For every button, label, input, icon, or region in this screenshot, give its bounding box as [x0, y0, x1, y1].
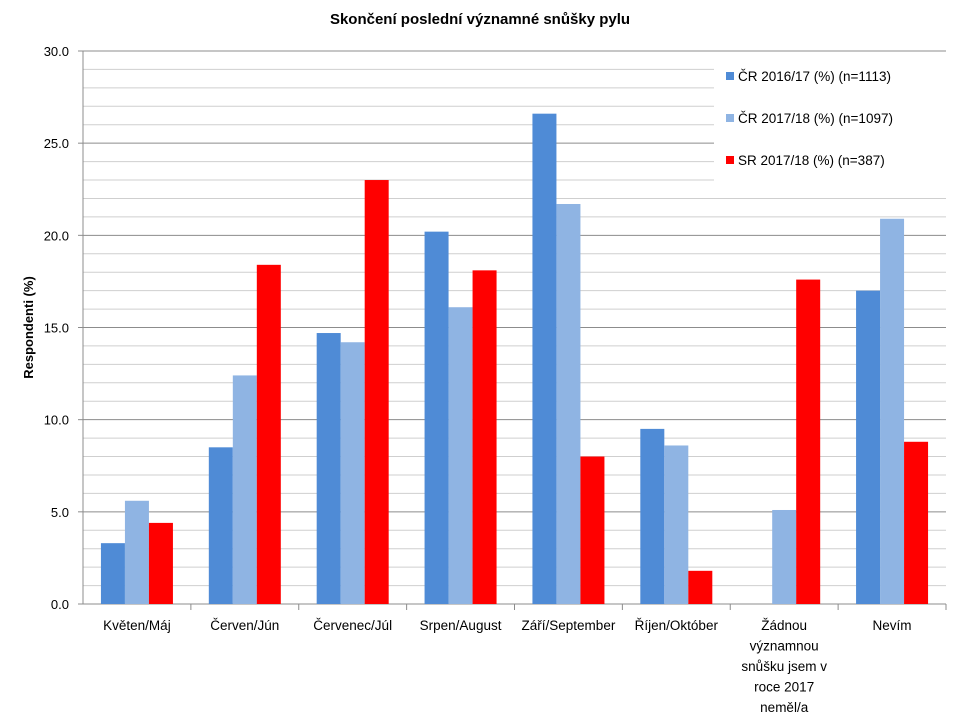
x-tick-label: Říjen/Október: [635, 618, 719, 633]
bar: [148, 522, 173, 604]
bar: [904, 441, 929, 604]
y-tick-label: 10.0: [44, 413, 69, 428]
bar: [472, 270, 497, 604]
bar: [448, 307, 473, 604]
bars: [100, 113, 929, 605]
bar: [232, 375, 257, 604]
x-tick-label: Červen/Jún: [210, 618, 279, 633]
bar: [100, 543, 125, 604]
bar: [796, 279, 821, 604]
x-tick-label: Nevím: [873, 618, 912, 633]
legend-swatch: [726, 156, 734, 164]
y-tick-label: 15.0: [44, 321, 69, 336]
bar: [124, 500, 149, 604]
y-tick-label: 25.0: [44, 136, 69, 151]
bar: [580, 456, 605, 604]
bar: [664, 445, 689, 604]
x-tick-label: Květen/Máj: [103, 618, 171, 633]
bar: [208, 447, 233, 604]
bar: [364, 180, 389, 605]
x-tick-label: Září/September: [522, 618, 616, 633]
y-tick-label: 0.0: [51, 597, 69, 612]
bar: [880, 218, 905, 604]
bar: [532, 113, 557, 604]
legend-swatch: [726, 72, 734, 80]
y-tick-label: 30.0: [44, 44, 69, 59]
legend-entry: SR 2017/18 (%) (n=387): [738, 153, 885, 168]
bar: [256, 264, 281, 604]
y-tick-label: 20.0: [44, 228, 69, 243]
bar: [856, 290, 881, 604]
bar: [340, 342, 365, 604]
axis-labels: 0.0 5.0 10.0 15.0 20.0 25.0 30.0 Respondenti (%…: [21, 44, 912, 715]
bar: [424, 231, 449, 604]
bar: [556, 203, 581, 604]
x-tick-label: Žádnou významnou snůšku jsem v roce 2017 nem…: [741, 618, 827, 715]
legend: ČR 2016/17 (%) (n=1113) ČR 2017/18 (%) (n…: [714, 60, 946, 184]
legend-swatch: [726, 114, 734, 122]
bar: [640, 428, 665, 604]
y-axis-title: Respondenti (%): [21, 276, 36, 379]
y-tick-label: 5.0: [51, 505, 69, 520]
bar: [772, 509, 797, 604]
chart-title: Skončení poslední významné snůšky pylu: [329, 11, 631, 28]
legend-entry: ČR 2016/17 (%) (n=1113): [738, 69, 891, 84]
x-tick-label: Srpen/August: [420, 618, 502, 633]
legend-entry: ČR 2017/18 (%) (n=1097): [738, 111, 893, 126]
bar: [316, 333, 341, 604]
legend-background: [714, 60, 946, 184]
x-tick-label: Červenec/Júl: [313, 618, 392, 633]
bar: [688, 570, 713, 604]
